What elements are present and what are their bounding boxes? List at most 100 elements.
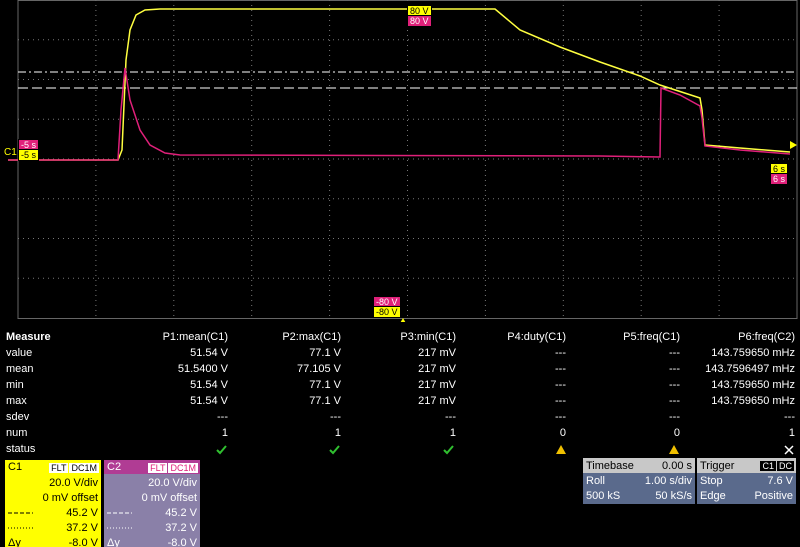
channel-coupling: DC1M	[168, 463, 198, 473]
channel-cursor2: 37.2 V	[165, 522, 197, 534]
status-ok	[329, 445, 340, 455]
cell: 217 mV	[418, 395, 456, 407]
status-label: status	[6, 443, 36, 455]
timebase-label: 500 kS	[586, 490, 621, 502]
channel-offset: 0 mV offset	[141, 492, 197, 504]
column-header: P3:min(C1)	[400, 331, 456, 343]
cell: ---	[555, 347, 566, 359]
trigger-value: Positive	[754, 490, 793, 502]
cell: 0	[673, 427, 680, 439]
cell: ---	[555, 363, 566, 375]
cell: 51.5400 V	[177, 363, 228, 375]
cell: ---	[669, 395, 680, 407]
status-ok	[216, 445, 227, 455]
cell: 143.759650 mHz	[711, 347, 795, 359]
trigger-panel[interactable]: Trigger C1 DC Stop 7.6 V Edge Positive	[697, 458, 796, 504]
timebase-panel[interactable]: Timebase 0.00 s Roll 1.00 s/div 500 kS 5…	[583, 458, 695, 504]
marker: 6 s	[770, 173, 789, 185]
row-label: sdev	[6, 411, 30, 423]
cell: 1	[221, 427, 228, 439]
cell: 77.1 V	[309, 379, 341, 391]
cell: 0	[559, 427, 566, 439]
channel-cursor2: 37.2 V	[66, 522, 98, 534]
row-label: value	[6, 347, 33, 359]
cell: 51.54 V	[190, 395, 228, 407]
channel-cursor1: 45.2 V	[66, 507, 98, 519]
waveform-grid	[8, 0, 798, 322]
c2-trace	[8, 67, 791, 161]
channel-filter: FLT	[148, 463, 168, 473]
cell: 51.54 V	[190, 379, 228, 391]
row-label: mean	[6, 363, 34, 375]
channel-marker: C1	[4, 147, 17, 158]
cell: ---	[669, 363, 680, 375]
timebase-value: 1.00 s/div	[644, 475, 692, 487]
status-warning	[556, 445, 566, 454]
cell: 1	[788, 427, 795, 439]
channel-panel[interactable]: C1 FLT DC1M 20.0 V/div 0 mV offset 45.2 V 37.2…	[5, 460, 101, 547]
cell: 217 mV	[418, 379, 456, 391]
cell: 77.105 V	[296, 363, 341, 375]
cell: 143.759650 mHz	[711, 395, 795, 407]
c1-trace	[8, 8, 791, 161]
timebase-value: 0.00 s	[662, 460, 692, 472]
channel-panel[interactable]: C2 FLT DC1M 20.0 V/div 0 mV offset 45.2 V 37.2…	[104, 460, 200, 547]
cursor-symbols	[8, 512, 33, 529]
timebase-label: Roll	[586, 475, 605, 487]
channel-cursor1: 45.2 V	[165, 507, 197, 519]
column-header: P1:mean(C1)	[162, 331, 228, 343]
channel-scale: 20.0 V/div	[49, 477, 98, 489]
delta-label: Δy	[107, 537, 120, 547]
status-ok	[443, 445, 454, 455]
trigger-source: C1	[760, 461, 776, 471]
cursor-symbols	[107, 512, 132, 529]
cell: ---	[555, 379, 566, 391]
cell: ---	[217, 411, 228, 423]
cell: ---	[555, 411, 566, 423]
cell: 77.1 V	[309, 347, 341, 359]
cell: 1	[449, 427, 456, 439]
cell: ---	[669, 379, 680, 391]
cell: 51.54 V	[190, 347, 228, 359]
channel-delta: -8.0 V	[167, 537, 197, 547]
trigger-label: Edge	[700, 490, 726, 502]
status-warning	[669, 445, 679, 454]
cell: ---	[330, 411, 341, 423]
timebase-value: 50 kS/s	[655, 490, 692, 502]
channel-offset: 0 mV offset	[42, 492, 98, 504]
delta-label: Δy	[8, 537, 21, 547]
trigger-time-marker	[400, 318, 406, 322]
cell: ---	[669, 411, 680, 423]
table-title: Measure	[6, 331, 51, 343]
cell: 143.7596497 mHz	[705, 363, 795, 375]
timebase-title: Timebase	[586, 460, 634, 472]
marker: 80 V	[407, 15, 432, 27]
channel-coupling: DC1M	[69, 463, 99, 473]
cell: 1	[334, 427, 341, 439]
marker: -5 s	[18, 149, 40, 161]
row-label: min	[6, 379, 24, 391]
marker: -80 V	[373, 306, 401, 318]
cell: 77.1 V	[309, 395, 341, 407]
column-header: P4:duty(C1)	[507, 331, 566, 343]
column-header: P2:max(C1)	[282, 331, 341, 343]
trigger-level-marker	[790, 141, 797, 149]
channel-scale: 20.0 V/div	[148, 477, 197, 489]
status-error	[784, 445, 794, 455]
channel-delta: -8.0 V	[68, 537, 98, 547]
cell: 143.759650 mHz	[711, 379, 795, 391]
status-icons	[216, 445, 794, 455]
cell: ---	[669, 347, 680, 359]
row-label: num	[6, 427, 28, 439]
channel-filter: FLT	[49, 463, 69, 473]
channel-name: C1	[8, 461, 23, 473]
row-label: max	[6, 395, 27, 407]
trigger-label: Stop	[700, 475, 723, 487]
trigger-coupling: DC	[777, 461, 794, 471]
cell: ---	[555, 395, 566, 407]
trigger-title: Trigger	[700, 460, 735, 472]
cell: 217 mV	[418, 347, 456, 359]
column-header: P5:freq(C1)	[623, 331, 680, 343]
cell: ---	[445, 411, 456, 423]
